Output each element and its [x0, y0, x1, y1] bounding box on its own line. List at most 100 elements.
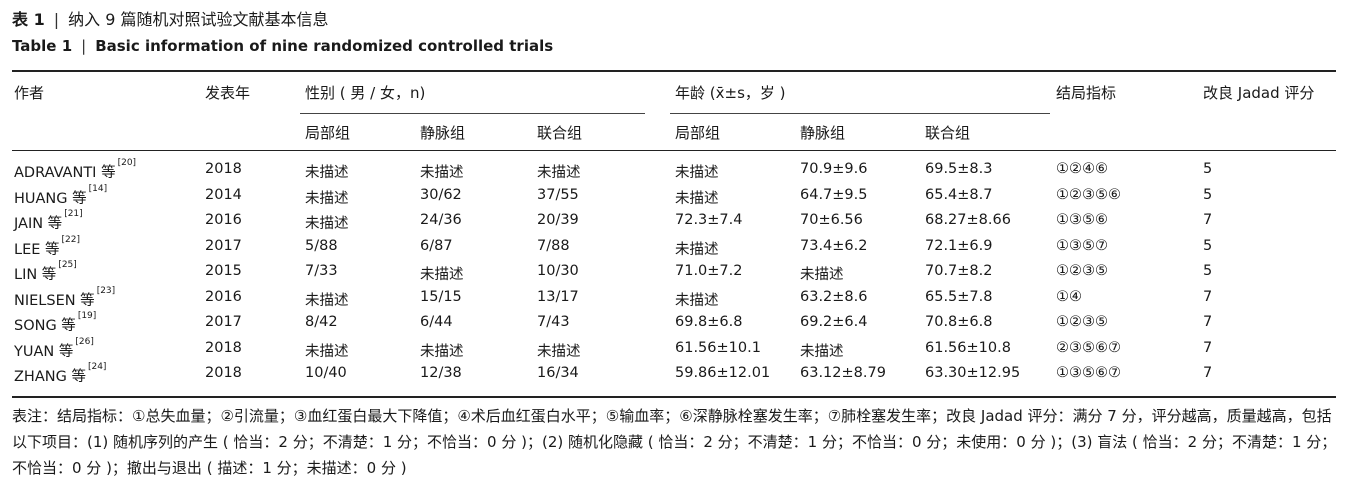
author-ref: [14] [88, 183, 108, 194]
cell-sex-combined: 37/55 [537, 186, 579, 203]
cell-year: 2017 [205, 237, 242, 254]
table-row: LEE 等[22] 2017 5/88 6/87 7/88 未描述 73.4±6… [0, 235, 1348, 261]
caption-cn-separator: | [53, 10, 60, 29]
cell-year: 2015 [205, 263, 242, 279]
cell-age-local: 未描述 [675, 241, 719, 258]
author-ref: [20] [117, 158, 137, 168]
table-note: 表注：结局指标：①总失血量；②引流量；③血红蛋白最大下降值；④术后血红蛋白水平；… [12, 407, 1337, 477]
cell-age-combined: 65.4±8.7 [925, 186, 993, 203]
cell-outcome: ①②④⑥ [1056, 161, 1108, 177]
cell-age-combined: 61.56±10.8 [925, 339, 1011, 356]
cell-age-iv: 未描述 [800, 343, 844, 360]
cell-sex-local: 10/40 [305, 365, 347, 381]
header-jadad: 改良 Jadad 评分 [1203, 84, 1315, 102]
cell-age-combined: 63.30±12.95 [925, 365, 1021, 381]
table-caption-cn: 表 1 | 纳入 9 篇随机对照试验文献基本信息 [12, 6, 328, 30]
cell-outcome: ①③⑤⑥ [1056, 212, 1108, 228]
cell-age-combined: 69.5±8.3 [925, 161, 993, 177]
cell-jadad: 7 [1203, 314, 1213, 330]
cell-year: 2018 [205, 339, 242, 356]
subheader-sex-local: 局部组 [305, 124, 351, 142]
cell-sex-local: 7/33 [305, 263, 338, 279]
table-row: SONG 等[19] 2017 8/42 6/44 7/43 69.8±6.8 … [0, 311, 1348, 337]
cell-age-combined: 65.5±7.8 [925, 288, 993, 305]
subheader-sex-iv: 静脉组 [420, 124, 466, 142]
cell-sex-combined: 未描述 [537, 343, 581, 360]
cell-year: 2016 [205, 212, 242, 228]
cell-author: LEE 等[22] [14, 235, 80, 259]
cell-age-local: 未描述 [675, 190, 719, 207]
author-ref: [21] [64, 209, 83, 219]
table-bottom-rule [12, 396, 1336, 398]
cell-year: 2018 [205, 365, 242, 381]
cell-age-local: 72.3±7.4 [675, 212, 743, 228]
author-name: ZHANG 等 [14, 369, 86, 385]
cell-sex-local: 未描述 [305, 190, 349, 207]
cell-outcome: ①③⑤⑦ [1056, 237, 1108, 254]
cell-outcome: ①②③⑤ [1056, 263, 1108, 279]
author-name: LEE 等 [14, 241, 60, 258]
cell-jadad: 7 [1203, 339, 1213, 356]
author-name: YUAN 等 [14, 343, 74, 360]
cell-sex-combined: 13/17 [537, 288, 579, 305]
cell-sex-combined: 7/88 [537, 237, 570, 254]
table-row: HUANG 等[14] 2014 未描述 30/62 37/55 未描述 64.… [0, 184, 1348, 210]
cell-sex-local: 未描述 [305, 216, 349, 232]
cell-sex-combined: 未描述 [537, 165, 581, 181]
cell-age-combined: 70.8±6.8 [925, 314, 993, 330]
cell-jadad: 7 [1203, 212, 1213, 228]
cell-sex-combined: 16/34 [537, 365, 579, 381]
author-name: LIN 等 [14, 267, 57, 283]
caption-en-label: Table 1 [12, 37, 73, 55]
cell-age-combined: 72.1±6.9 [925, 237, 993, 254]
cell-sex-iv: 6/44 [420, 314, 453, 330]
author-name: SONG 等 [14, 318, 76, 334]
cell-outcome: ①②③⑤ [1056, 314, 1108, 330]
header-author: 作者 [14, 84, 45, 102]
cell-age-iv: 73.4±6.2 [800, 237, 868, 254]
author-ref: [23] [96, 285, 116, 296]
cell-jadad: 5 [1203, 186, 1213, 203]
cell-author: HUANG 等[14] [14, 183, 108, 208]
author-ref: [24] [87, 362, 107, 372]
cell-sex-iv: 未描述 [420, 267, 464, 283]
author-ref: [26] [75, 336, 94, 347]
cell-age-local: 59.86±12.01 [675, 365, 771, 381]
cell-sex-combined: 7/43 [537, 314, 570, 330]
cell-jadad: 7 [1203, 365, 1213, 381]
sex-group-rule [300, 113, 645, 114]
cell-sex-local: 未描述 [305, 343, 349, 360]
cell-jadad: 5 [1203, 161, 1213, 177]
cell-sex-local: 5/88 [305, 237, 338, 254]
cell-sex-iv: 未描述 [420, 165, 464, 181]
table-row: ZHANG 等[24] 2018 10/40 12/38 16/34 59.86… [0, 362, 1348, 388]
age-group-rule [670, 113, 1050, 114]
cell-age-combined: 70.7±8.2 [925, 263, 993, 279]
author-name: ADRAVANTI 等 [14, 165, 116, 181]
header-year: 发表年 [205, 84, 251, 102]
cell-age-local: 61.56±10.1 [675, 339, 761, 356]
cell-year: 2016 [205, 288, 242, 305]
cell-sex-iv: 未描述 [420, 343, 464, 360]
cell-age-iv: 70±6.56 [800, 212, 863, 228]
subheader-age-iv: 静脉组 [800, 124, 846, 142]
cell-sex-local: 8/42 [305, 314, 338, 330]
cell-sex-iv: 12/38 [420, 365, 462, 381]
caption-cn-text: 纳入 9 篇随机对照试验文献基本信息 [68, 10, 329, 29]
cell-sex-iv: 15/15 [420, 288, 462, 305]
cell-year: 2017 [205, 314, 242, 330]
cell-author: ZHANG 等[24] [14, 362, 107, 386]
cell-sex-iv: 6/87 [420, 237, 453, 254]
cell-age-iv: 64.7±9.5 [800, 186, 868, 203]
header-sex: 性别 ( 男 / 女，n) [305, 84, 426, 102]
table-row: ADRAVANTI 等[20] 2018 未描述 未描述 未描述 未描述 70.… [0, 158, 1348, 184]
table-row: YUAN 等[26] 2018 未描述 未描述 未描述 61.56±10.1 未… [0, 337, 1348, 363]
cell-year: 2014 [205, 186, 242, 203]
cell-age-local: 71.0±7.2 [675, 263, 743, 279]
cell-sex-iv: 30/62 [420, 186, 462, 203]
cell-age-iv: 63.12±8.79 [800, 365, 886, 381]
cell-sex-combined: 10/30 [537, 263, 579, 279]
cell-year: 2018 [205, 161, 242, 177]
author-ref: [25] [58, 260, 77, 270]
header-age: 年龄 (x̄±s，岁 ) [675, 84, 786, 102]
